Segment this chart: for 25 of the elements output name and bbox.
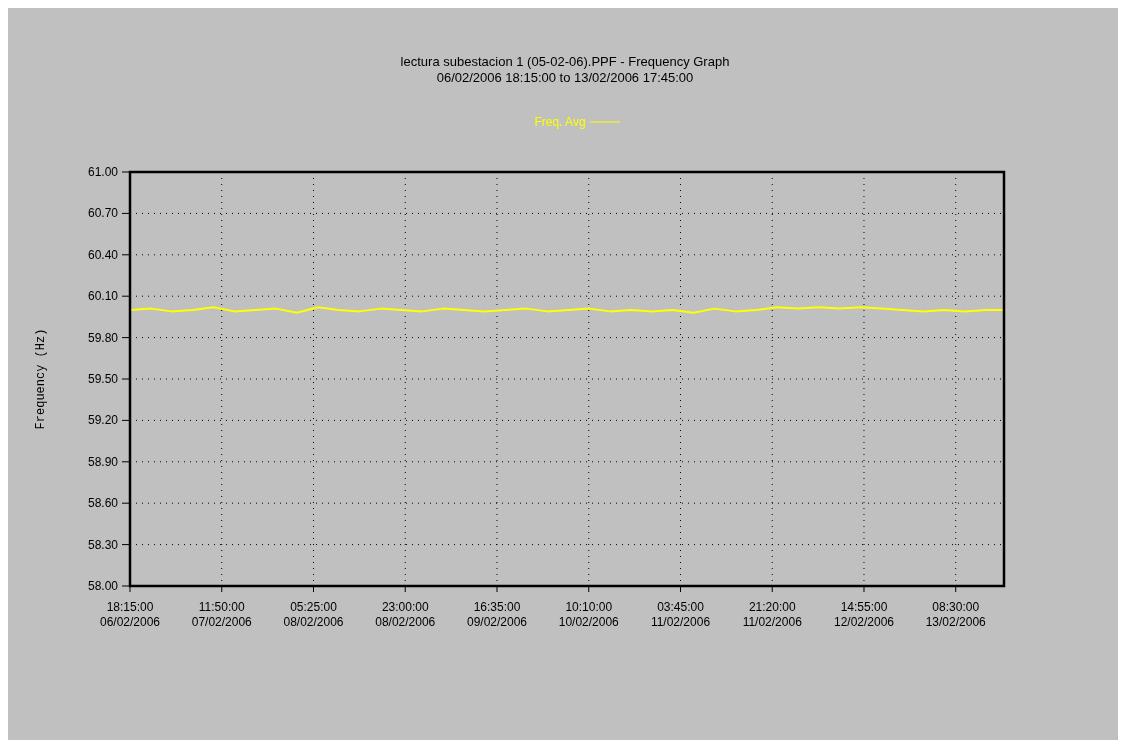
y-tick-label: 58.30 bbox=[87, 537, 119, 552]
chart-title: lectura subestacion 1 (05-02-06).PPF - Frequency Graph bbox=[400, 54, 730, 69]
x-tick-label: 14:55:00 12/02/2006 bbox=[833, 600, 895, 629]
y-tick-label: 59.80 bbox=[87, 330, 119, 345]
x-tick-label: 11:50:00 07/02/2006 bbox=[191, 600, 253, 629]
y-axis-title: Frequency (Hz) bbox=[34, 328, 48, 430]
y-tick-label: 61.00 bbox=[87, 165, 119, 179]
y-tick-label: 59.20 bbox=[87, 413, 119, 428]
x-tick-label: 21:20:00 11/02/2006 bbox=[742, 600, 803, 629]
x-tick-label: 05:25:00 08/02/2006 bbox=[283, 600, 344, 629]
x-tick-label: 03:45:00 11/02/2006 bbox=[650, 600, 711, 629]
x-tick-label: 18:15:00 06/02/2006 bbox=[99, 600, 161, 629]
y-tick-label: 58.60 bbox=[87, 496, 119, 511]
legend-label: Freq. Avg bbox=[534, 115, 586, 129]
y-tick-label: 59.50 bbox=[87, 372, 119, 386]
y-tick-label: 60.70 bbox=[87, 206, 119, 221]
y-tick-label: 60.40 bbox=[87, 247, 119, 262]
x-tick-label: 08:30:00 13/02/2006 bbox=[925, 600, 987, 629]
x-tick-label: 23:00:00 08/02/2006 bbox=[375, 600, 436, 629]
y-tick-label: 58.00 bbox=[87, 579, 119, 593]
x-tick-label: 16:35:00 09/02/2006 bbox=[466, 600, 528, 629]
y-tick-label: 60.10 bbox=[87, 289, 119, 304]
y-tick-label: 58.90 bbox=[87, 454, 119, 469]
x-tick-label: 10:10:00 10/02/2006 bbox=[558, 600, 620, 629]
chart-subtitle: 06/02/2006 18:15:00 to 13/02/2006 17:45:00 bbox=[436, 70, 694, 85]
